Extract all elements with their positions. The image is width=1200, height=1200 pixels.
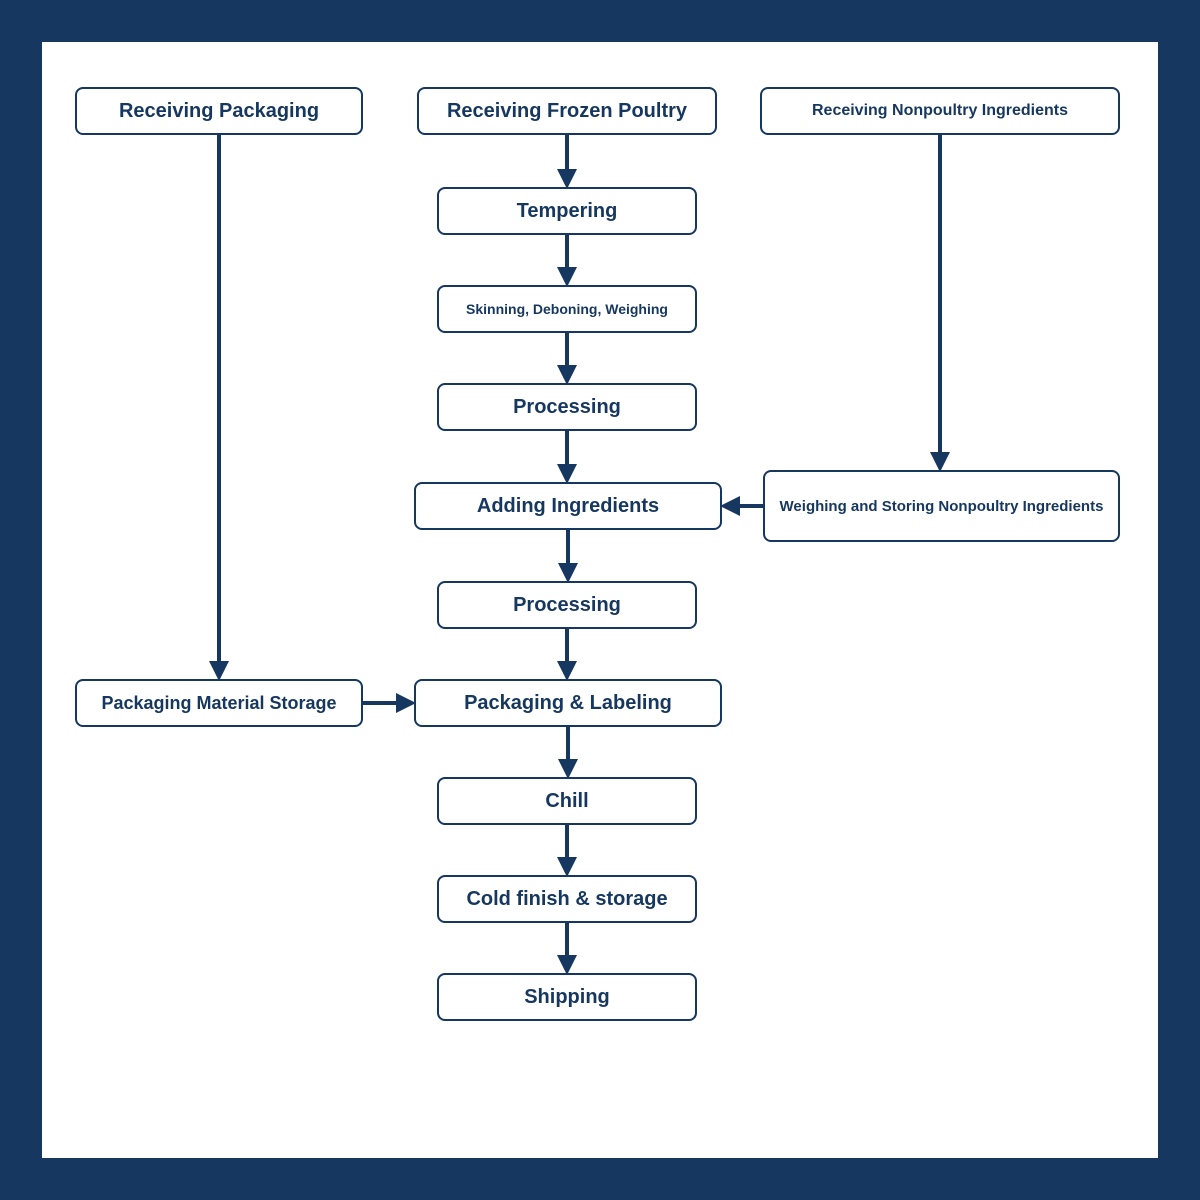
flowchart-node-weigh_nonp: Weighing and Storing Nonpoultry Ingredie… — [763, 470, 1120, 542]
flowchart-node-pkg_label: Packaging & Labeling — [414, 679, 722, 727]
diagram-canvas: Receiving Packaging Receiving Frozen Poul… — [42, 42, 1158, 1158]
flowchart-node-cold_finish: Cold finish & storage — [437, 875, 697, 923]
flowchart-node-processing1: Processing — [437, 383, 697, 431]
flowchart-node-pkg_store: Packaging Material Storage — [75, 679, 363, 727]
flowchart-node-tempering: Tempering — [437, 187, 697, 235]
flowchart-node-add_ing: Adding Ingredients — [414, 482, 722, 530]
diagram-frame: Receiving Packaging Receiving Frozen Poul… — [0, 0, 1200, 1200]
flowchart-node-recv_nonp: Receiving Nonpoultry Ingredients — [760, 87, 1120, 135]
flowchart-node-processing2: Processing — [437, 581, 697, 629]
flowchart-node-shipping: Shipping — [437, 973, 697, 1021]
flowchart-node-recv_poultry: Receiving Frozen Poultry — [417, 87, 717, 135]
flowchart-node-chill: Chill — [437, 777, 697, 825]
flowchart-node-recv_pkg: Receiving Packaging — [75, 87, 363, 135]
flowchart-node-skinning: Skinning, Deboning, Weighing — [437, 285, 697, 333]
